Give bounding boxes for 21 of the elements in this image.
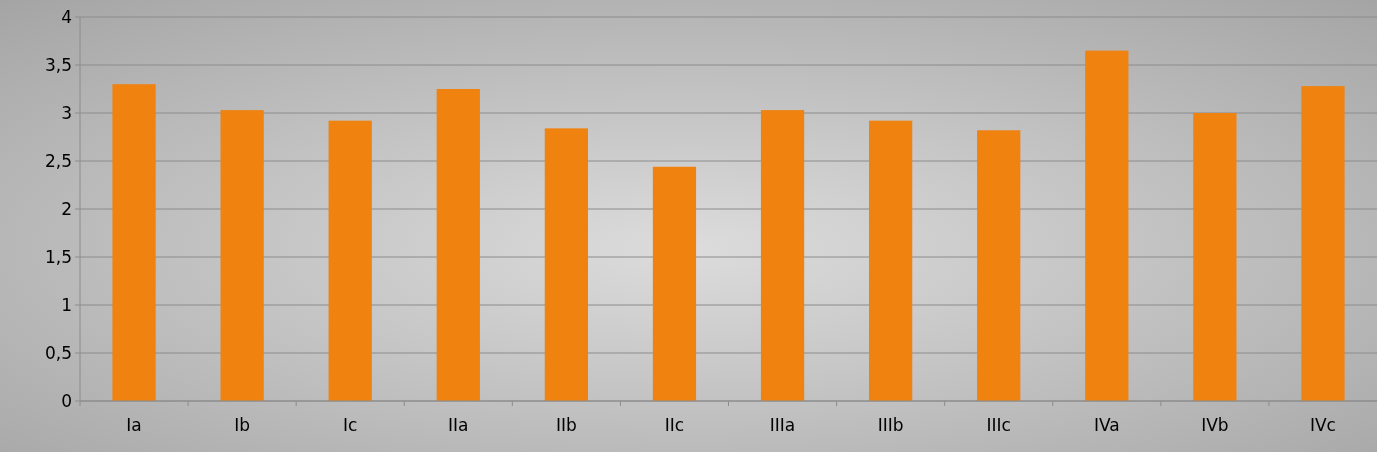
x-tick-label: IIb: [555, 415, 577, 435]
y-tick-label: 3: [61, 102, 72, 123]
x-tick-label: Ia: [126, 415, 142, 435]
x-tick-label: IVb: [1201, 415, 1229, 435]
y-tick-label: 3,5: [44, 54, 72, 75]
x-tick-label: Ic: [343, 415, 358, 435]
x-tick-label: IVc: [1309, 415, 1336, 435]
y-tick-label: 1: [61, 294, 72, 315]
x-tick-label: IVa: [1093, 415, 1120, 435]
y-tick-label: 1,5: [44, 246, 72, 267]
x-tick-label: Ib: [234, 415, 251, 435]
x-tick-label: IIa: [448, 415, 469, 435]
x-tick-label: IIIc: [986, 415, 1011, 435]
y-tick-label: 2: [61, 198, 72, 219]
x-tick-label: IIIb: [877, 415, 904, 435]
y-tick-label: 0,5: [44, 342, 72, 363]
y-tick-label: 4: [61, 6, 72, 27]
x-tick-label: IIIa: [769, 415, 796, 435]
y-tick-label: 2,5: [44, 150, 72, 171]
x-tick-label: IIc: [664, 415, 685, 435]
y-tick-label: 0: [61, 390, 72, 411]
